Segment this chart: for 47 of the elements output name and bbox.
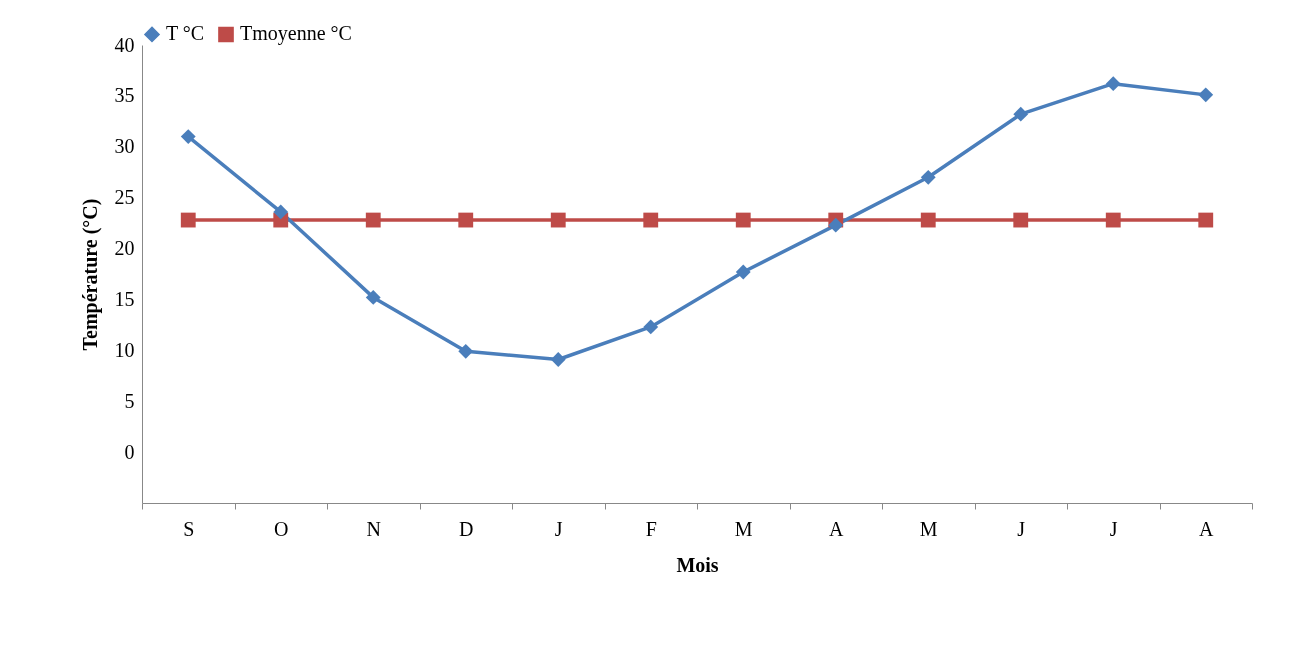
point — [1105, 212, 1121, 228]
y-tick-label: 10 — [114, 338, 135, 361]
point — [1198, 212, 1214, 228]
point — [180, 212, 196, 228]
y-tick-label: 5 — [124, 389, 135, 412]
point — [1105, 76, 1121, 92]
point — [458, 343, 474, 359]
point — [550, 212, 566, 228]
x-tick-label: A — [829, 517, 845, 540]
x-tick-label: A — [1199, 517, 1215, 540]
point — [1198, 87, 1214, 103]
point — [1013, 212, 1029, 228]
x-tick-label: O — [274, 517, 289, 540]
x-axis-title: Mois — [676, 553, 719, 576]
point — [458, 212, 474, 228]
point — [735, 212, 751, 228]
point — [828, 217, 844, 233]
point — [550, 352, 566, 367]
y-tick-label: 20 — [114, 237, 135, 260]
y-tick-label: 35 — [114, 84, 135, 107]
x-tick-label: S — [183, 517, 195, 540]
point — [180, 129, 196, 145]
y-tick-label: 40 — [114, 33, 135, 56]
legend-label: T °C — [166, 22, 205, 45]
y-axis-title: Température (°C) — [78, 198, 102, 351]
point — [920, 169, 936, 185]
point — [735, 264, 751, 280]
y-tick-label: 30 — [114, 135, 135, 158]
y-tick-label: 15 — [114, 287, 135, 310]
point — [273, 204, 289, 220]
x-tick-label: D — [459, 517, 474, 540]
point — [1013, 106, 1029, 122]
point — [920, 212, 936, 228]
point — [643, 212, 659, 228]
x-tick-label: J — [554, 517, 563, 540]
x-tick-label: F — [645, 517, 657, 540]
point — [365, 289, 381, 305]
x-tick-label: J — [1017, 517, 1026, 540]
legend-label: Tmoyenne °C — [240, 22, 352, 46]
point — [365, 212, 381, 228]
x-tick-label: N — [366, 517, 381, 540]
point — [643, 319, 659, 335]
y-tick-label: 0 — [124, 440, 135, 463]
x-tick-label: M — [919, 517, 938, 540]
x-tick-label: M — [734, 517, 753, 540]
y-tick-label: 25 — [114, 186, 135, 209]
x-tick-label: J — [1109, 517, 1118, 540]
